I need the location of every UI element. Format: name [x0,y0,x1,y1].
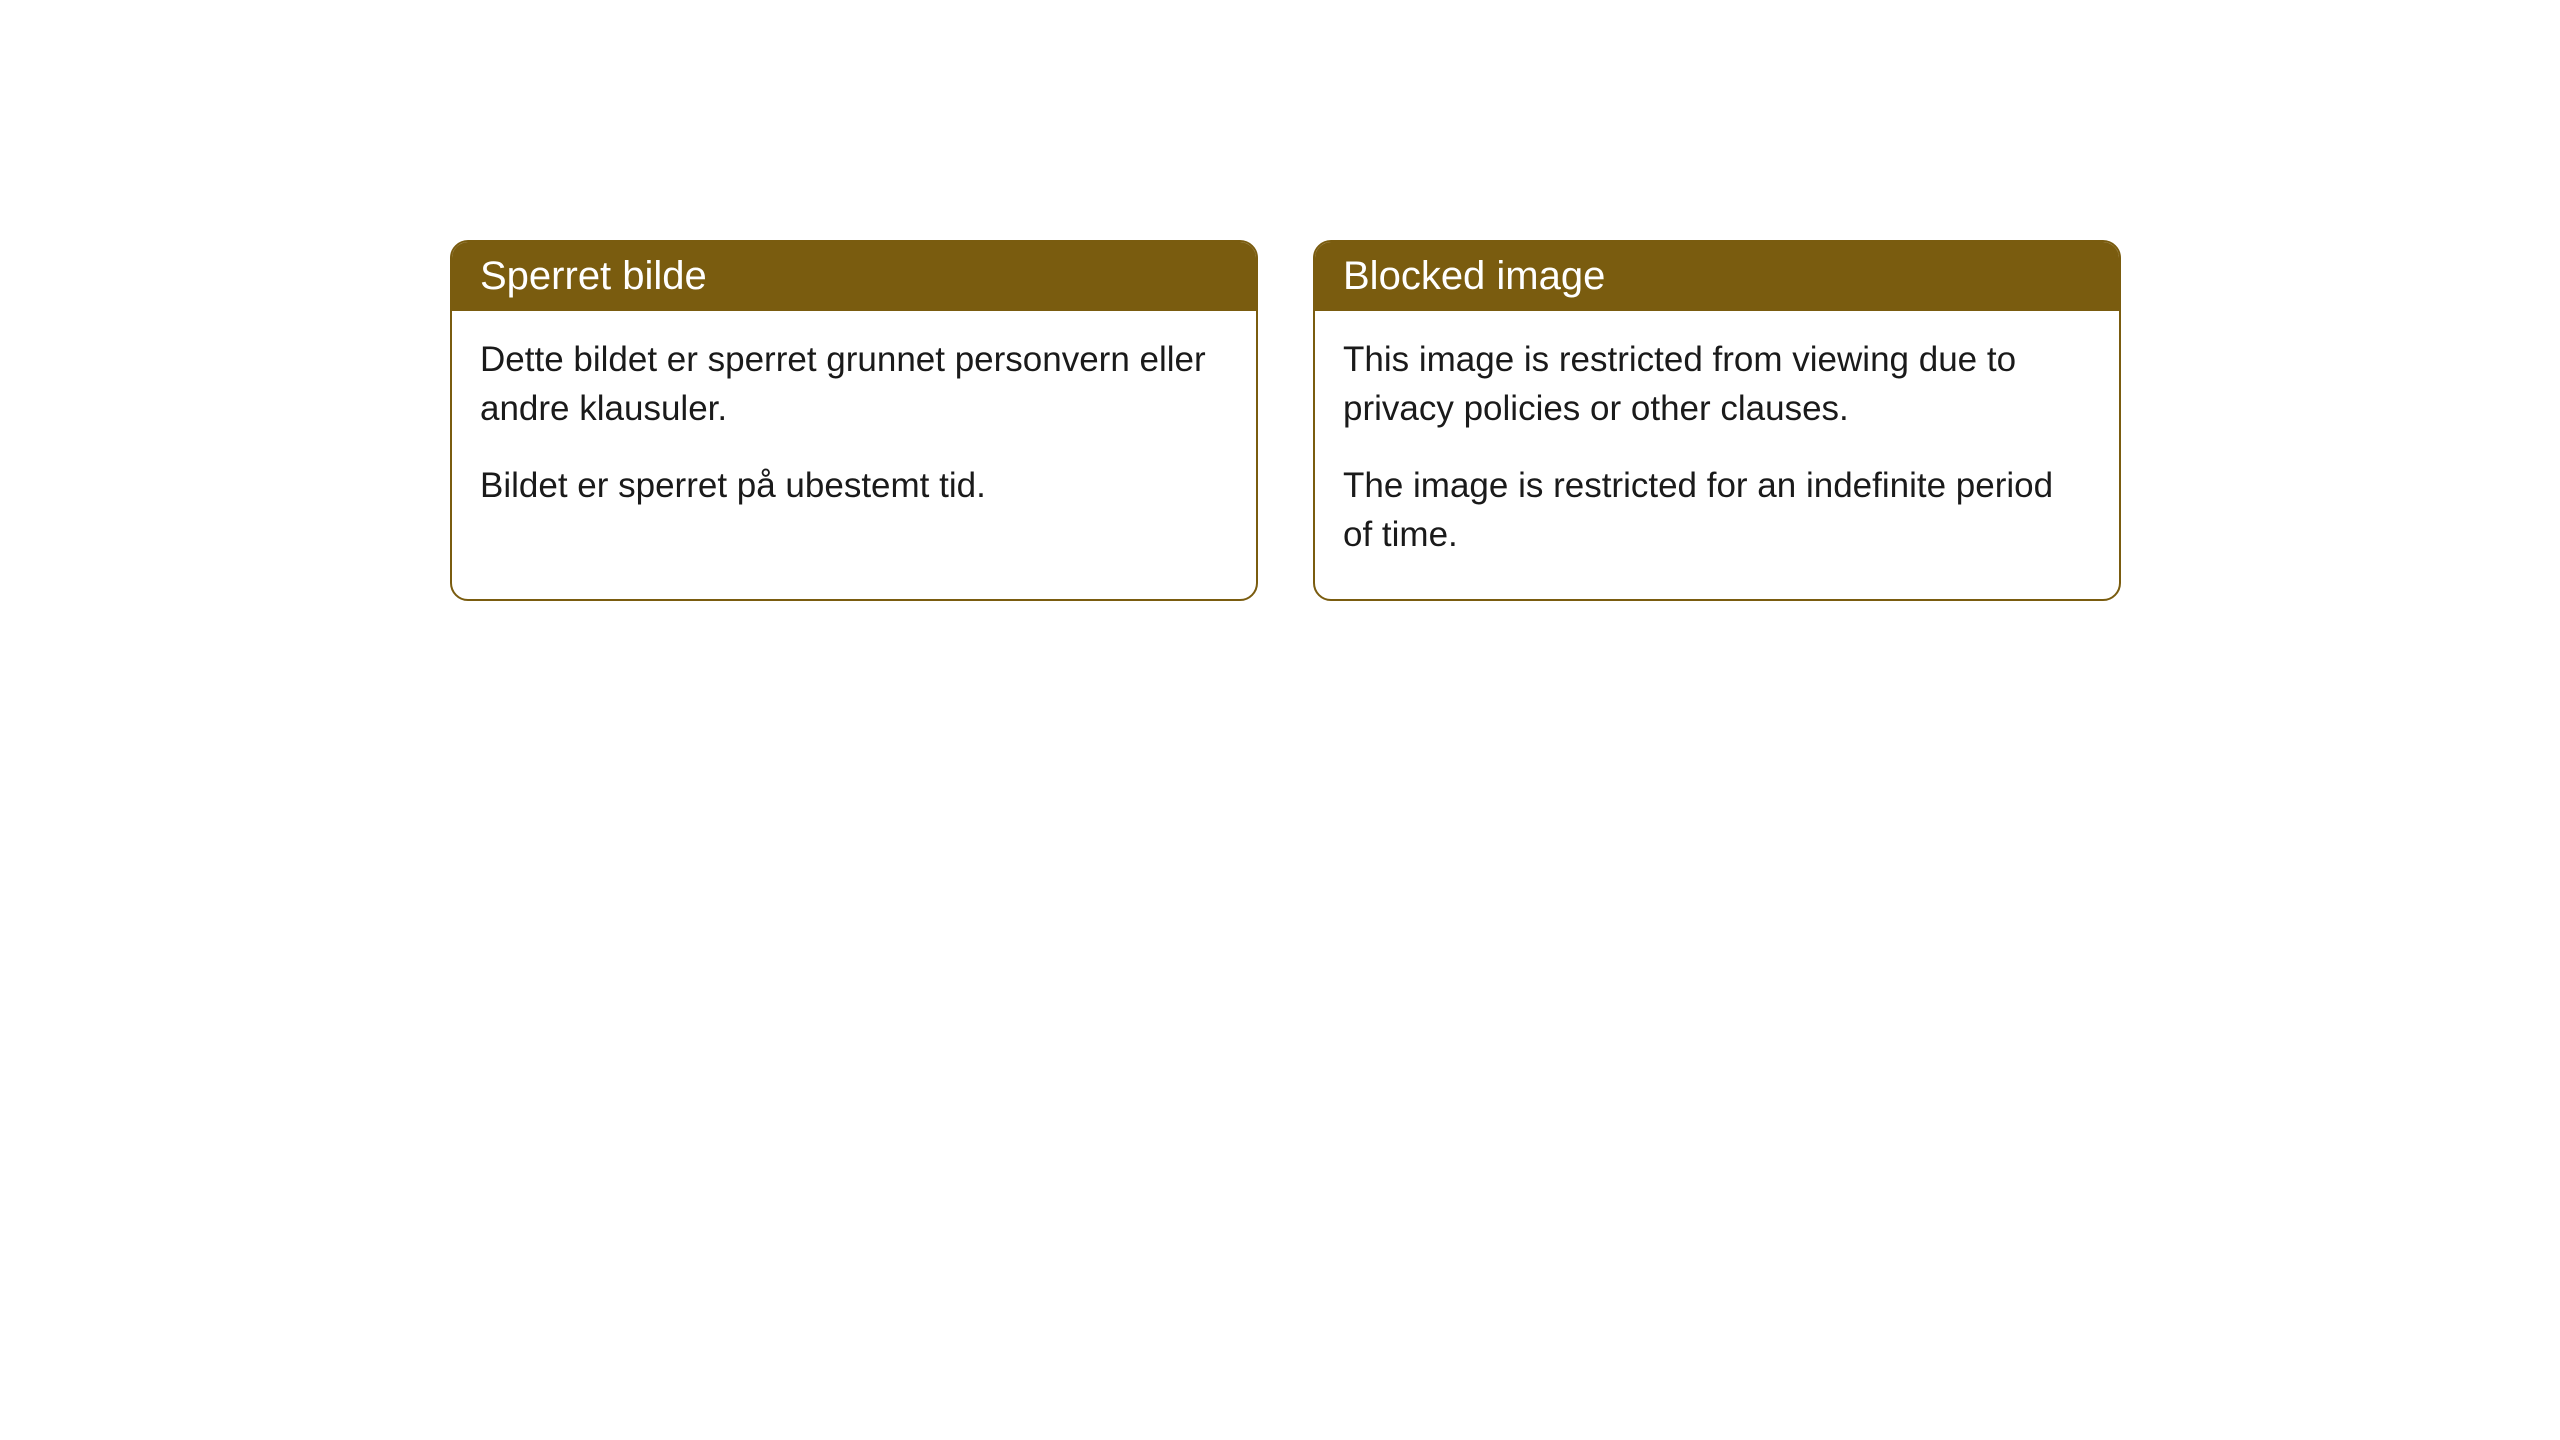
card-title-english: Blocked image [1343,254,1605,298]
card-header-norwegian: Sperret bilde [452,242,1256,311]
blocked-image-card-norwegian: Sperret bilde Dette bildet er sperret gr… [450,240,1258,601]
card-header-english: Blocked image [1315,242,2119,311]
card-paragraph-2-norwegian: Bildet er sperret på ubestemt tid. [480,461,1228,510]
cards-container: Sperret bilde Dette bildet er sperret gr… [450,240,2121,601]
blocked-image-card-english: Blocked image This image is restricted f… [1313,240,2121,601]
card-paragraph-2-english: The image is restricted for an indefinit… [1343,461,2091,559]
card-body-norwegian: Dette bildet er sperret grunnet personve… [452,311,1256,550]
card-paragraph-1-english: This image is restricted from viewing du… [1343,335,2091,433]
card-paragraph-1-norwegian: Dette bildet er sperret grunnet personve… [480,335,1228,433]
card-title-norwegian: Sperret bilde [480,254,707,298]
card-body-english: This image is restricted from viewing du… [1315,311,2119,599]
